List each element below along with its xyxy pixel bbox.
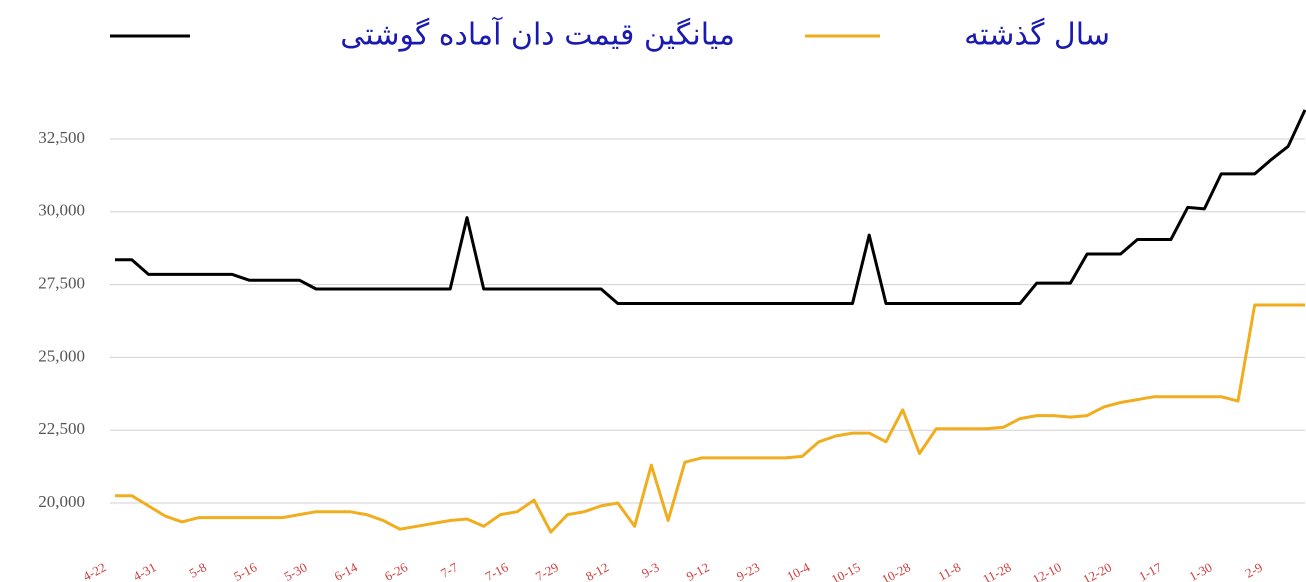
x-tick-label: 1-17 <box>1136 559 1165 582</box>
x-tick-label: 6-14 <box>332 559 361 582</box>
x-tick-label: 5-30 <box>281 559 309 582</box>
y-tick-label: 27,500 <box>38 274 85 293</box>
x-tick-label: 10-4 <box>784 559 813 582</box>
x-tick-label: 12-20 <box>1080 559 1114 582</box>
legend-label: سال گذشته <box>964 18 1110 53</box>
x-tick-label: 6-26 <box>382 559 411 582</box>
x-tick-label: 5-8 <box>187 559 209 580</box>
x-tick-label: 7-29 <box>533 559 561 582</box>
x-tick-label: 4-22 <box>80 559 108 582</box>
x-tick-label: 9-23 <box>734 559 762 582</box>
x-tick-label: 11-8 <box>936 559 964 582</box>
series-line <box>115 303 1305 534</box>
y-tick-label: 22,500 <box>38 419 85 438</box>
y-tick-label: 30,000 <box>38 201 85 220</box>
x-tick-label: 8-12 <box>583 559 611 582</box>
x-tick-label: 10-15 <box>829 559 863 582</box>
x-tick-label: 11-28 <box>980 559 1013 582</box>
x-tick-label: 7-16 <box>483 559 512 582</box>
y-tick-label: 25,000 <box>38 346 85 365</box>
x-tick-label: 4-31 <box>131 559 159 582</box>
x-tick-label: 5-16 <box>231 559 260 582</box>
x-tick-label: 10-28 <box>879 559 913 582</box>
x-tick-label: 1-30 <box>1187 559 1215 582</box>
y-tick-label: 32,500 <box>38 128 85 147</box>
y-tick-label: 20,000 <box>38 492 85 511</box>
x-tick-label: 9-3 <box>639 559 661 580</box>
legend-label: میانگین قیمت دان آماده گوشتی <box>340 17 735 53</box>
x-tick-label: 2-9 <box>1243 559 1265 580</box>
x-tick-label: 12-10 <box>1030 559 1064 582</box>
x-tick-label: 7-7 <box>438 559 461 581</box>
x-tick-label: 9-12 <box>684 559 712 582</box>
series-line <box>115 109 1306 305</box>
